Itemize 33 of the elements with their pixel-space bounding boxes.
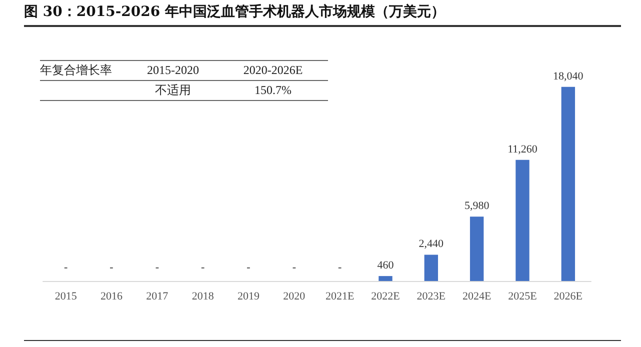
text: - [155,262,160,274]
text: - [110,262,114,274]
data-label: 11,260 [508,143,538,156]
text: - [246,262,250,274]
text: - [338,262,342,274]
x-tick-label: 2018 [192,290,214,302]
x-tick-label: 2015 [54,290,78,302]
text: - [200,262,205,274]
x-tick-label: 2023E [416,290,446,302]
bar [378,276,392,281]
bar [424,254,438,281]
x-tick-label: 2026E [554,290,583,302]
x-tick-label: 2019 [238,290,260,302]
chart-title: 图 30：2015-2026 年中国泛血管手术机器人市场规模（万美元） [24,3,621,27]
data-label: 5,980 [464,200,490,212]
bar [561,86,576,281]
data-label: 2,440 [418,238,444,250]
rate-table: 年复合增长率 2015-2020 2020-2026E 不适用 150.7% [40,60,328,101]
text: - [292,262,296,274]
text: - [64,262,68,274]
x-tick-label: 2021E [325,290,354,302]
annotation: 150.7% [218,80,328,100]
x-tick-label: 2017 [146,290,169,302]
x-tick-label: 2025E [508,290,538,302]
x-tick-label: 2022E [371,290,400,302]
annotation: 不适用 [128,80,218,100]
bar [516,160,530,281]
data-label: 18,040 [553,70,584,82]
x-tick-label: 2024E [462,290,492,302]
data-label: 460 [377,260,394,272]
x-tick-label: 2016 [100,290,123,302]
x-tick-label: 2020 [283,290,306,302]
bar [470,216,484,281]
